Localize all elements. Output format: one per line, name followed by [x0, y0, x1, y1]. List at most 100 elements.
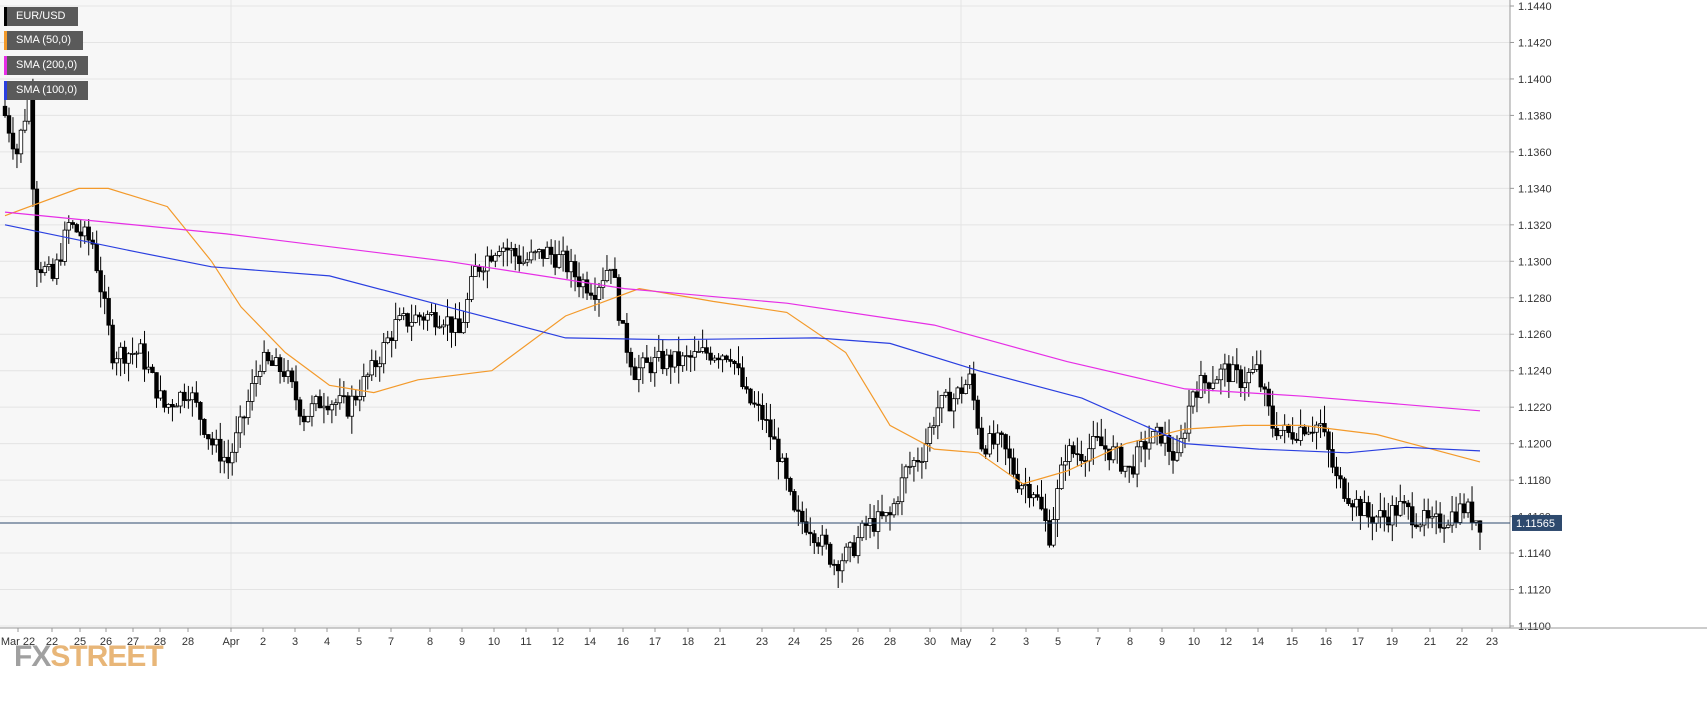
plot-background — [0, 0, 1510, 628]
candle-body — [493, 255, 498, 262]
candle-body — [712, 357, 717, 361]
candle-body — [1019, 485, 1024, 490]
candle-body — [788, 478, 793, 492]
candle-body — [564, 250, 570, 273]
candle-body — [1398, 501, 1403, 516]
y-tick-label: 1.1300 — [1518, 256, 1552, 268]
candle-body — [1366, 502, 1371, 518]
candle-body — [353, 395, 359, 401]
candle-body — [505, 247, 510, 251]
candle-body — [361, 376, 366, 397]
legend-item[interactable]: SMA (200,0) — [4, 56, 88, 75]
candle-body — [1378, 510, 1383, 518]
candle-body — [238, 416, 243, 434]
candle-body — [1294, 438, 1299, 441]
candle-body — [911, 460, 917, 467]
candle-body — [309, 403, 315, 417]
candle-body — [1274, 427, 1279, 437]
candle-body — [1210, 382, 1216, 389]
candle-body — [297, 399, 303, 417]
candle-body — [887, 512, 893, 516]
candle-body — [122, 346, 127, 364]
candle-body — [317, 396, 323, 409]
legend-label: SMA (100,0) — [16, 84, 78, 96]
candle-body — [959, 387, 964, 394]
x-tick-label: 25 — [820, 636, 832, 648]
candle-body — [170, 403, 175, 408]
candle-body — [1194, 391, 1200, 398]
candle-body — [995, 432, 1000, 445]
candle-body — [166, 403, 171, 408]
price-tag: 1.11565 — [1516, 518, 1555, 530]
x-tick-label: 28 — [182, 636, 194, 648]
candle-body — [1318, 423, 1323, 426]
candle-body — [652, 357, 657, 374]
candle-body — [1051, 519, 1056, 546]
legend-item[interactable]: EUR/USD — [4, 7, 78, 26]
candle-body — [592, 294, 598, 300]
candle-body — [74, 224, 79, 233]
x-tick-label: 11 — [520, 636, 531, 648]
candle-body — [329, 404, 335, 411]
price-tag-background — [1512, 514, 1562, 531]
legend-item[interactable]: SMA (50,0) — [4, 31, 83, 50]
legend-color-swatch — [4, 56, 7, 75]
x-tick-label: 22 — [46, 636, 58, 648]
candle-body — [477, 266, 482, 272]
y-tick-label: 1.1120 — [1518, 585, 1551, 597]
candle-body — [497, 251, 502, 256]
x-tick-label: 7 — [388, 636, 394, 648]
candle-body — [1254, 364, 1259, 370]
candle-body — [397, 315, 402, 320]
candle-body — [241, 416, 247, 419]
x-tick-label: May — [951, 636, 972, 648]
candle-body — [178, 391, 183, 407]
candle-body — [1103, 445, 1108, 450]
candle-body — [1142, 441, 1148, 450]
x-tick-label: Apr — [222, 636, 239, 648]
candle-body — [409, 321, 414, 327]
candle-body — [261, 351, 267, 372]
candle-body — [1314, 424, 1319, 433]
candle-body — [401, 313, 406, 317]
candle-body — [1330, 449, 1335, 468]
candle-body — [991, 433, 996, 445]
candle-body — [1326, 431, 1331, 450]
candle-body — [883, 512, 889, 517]
candle-body — [449, 316, 454, 333]
candle-body — [536, 249, 542, 253]
y-tick-label: 1.1180 — [1518, 475, 1551, 487]
x-tick-label: 30 — [924, 636, 936, 648]
candle-body — [1202, 375, 1208, 384]
candle-body — [1035, 494, 1040, 498]
candle-body — [839, 560, 845, 572]
y-tick-label: 1.1400 — [1518, 74, 1552, 86]
candle-body — [138, 343, 143, 354]
logo-fx: FX — [14, 640, 51, 673]
candle-body — [206, 434, 211, 440]
candle-body — [680, 355, 685, 367]
candle-body — [1338, 475, 1343, 480]
candle-body — [780, 457, 785, 463]
candle-body — [935, 407, 941, 427]
candle-body — [596, 286, 602, 300]
candle-body — [1246, 372, 1251, 384]
candle-body — [429, 312, 434, 315]
y-tick-label: 1.1380 — [1518, 110, 1552, 122]
candle-body — [708, 352, 713, 361]
candle-body — [1206, 382, 1212, 389]
candle-body — [863, 522, 869, 526]
candle-body — [744, 386, 749, 390]
candle-body — [859, 522, 865, 539]
candle-body — [305, 415, 311, 423]
x-tick-label: Mar 22 — [1, 636, 35, 648]
candle-body — [34, 188, 40, 270]
candle-body — [1354, 498, 1359, 508]
candle-body — [1126, 465, 1132, 468]
x-tick-label: 12 — [1220, 636, 1232, 648]
legend-item[interactable]: SMA (100,0) — [4, 81, 88, 100]
candle-body — [1258, 364, 1263, 388]
candle-body — [222, 456, 227, 462]
candle-body — [584, 279, 590, 294]
candle-body — [385, 337, 390, 343]
